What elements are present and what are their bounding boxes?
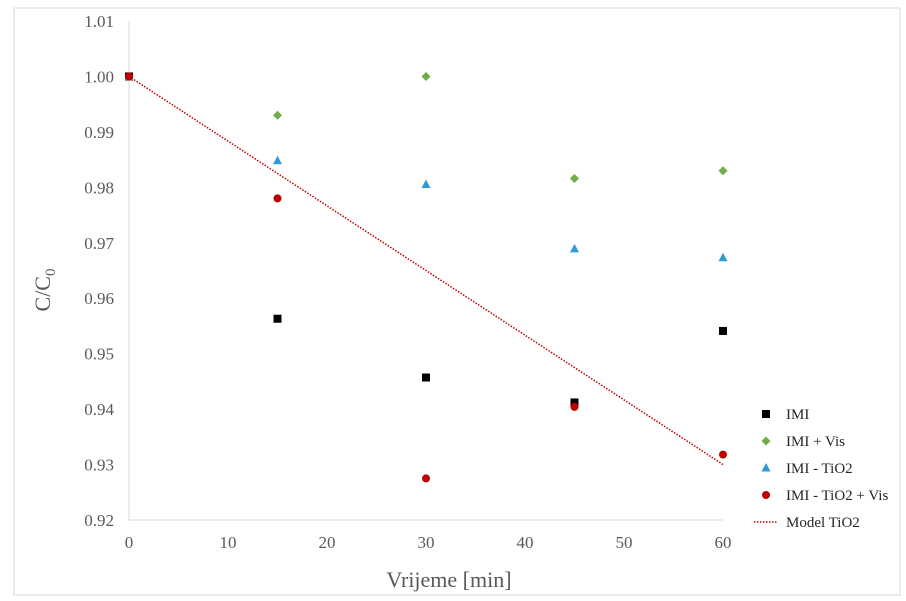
legend-swatch bbox=[761, 436, 771, 446]
point-imi bbox=[273, 314, 282, 323]
trendline-layer bbox=[128, 75, 724, 466]
legend-label: IMI - TiO2 bbox=[786, 461, 853, 477]
x-tick-label: 10 bbox=[220, 533, 237, 552]
axes bbox=[128, 21, 723, 521]
y-tick-label: 0.99 bbox=[84, 123, 114, 142]
x-tick-label: 40 bbox=[517, 533, 534, 552]
trendline-model-tio2 bbox=[128, 75, 724, 466]
x-tick-labels: 0 10 20 30 40 50 60 bbox=[125, 533, 732, 552]
y-tick-label: 1.00 bbox=[84, 67, 114, 86]
legend-label: IMI bbox=[786, 407, 809, 423]
y-tick-label: 0.93 bbox=[84, 456, 114, 475]
y-tick-label: 0.98 bbox=[84, 178, 114, 197]
legend-label: IMI - TiO2 + Vis bbox=[786, 488, 888, 504]
point-imi-vis bbox=[718, 166, 728, 176]
y-tick-label: 0.92 bbox=[84, 511, 114, 530]
y-tick-labels: 0.92 0.93 0.94 0.95 0.96 0.97 0.98 0.99 1.00 1.01 bbox=[84, 12, 114, 530]
point-imi bbox=[719, 326, 727, 335]
x-axis-title: Vrijeme [min] bbox=[386, 567, 511, 592]
y-tick-label: 0.97 bbox=[84, 234, 114, 253]
point-imi-tio2-vis bbox=[719, 450, 727, 459]
point-imi-tio2 bbox=[570, 243, 579, 253]
point-imi bbox=[422, 373, 430, 382]
y-tick-label: 0.96 bbox=[84, 289, 114, 308]
point-imi bbox=[570, 398, 579, 407]
y-axis-title: C/C0 bbox=[30, 269, 59, 312]
point-imi-vis bbox=[570, 173, 579, 183]
legend-label: IMI + Vis bbox=[786, 434, 845, 450]
y-tick-label: 0.94 bbox=[84, 400, 114, 419]
y-axis-title-subscript: 0 bbox=[43, 269, 59, 277]
chart-border bbox=[13, 7, 901, 596]
y-axis-title-main: C/C bbox=[30, 276, 55, 311]
point-imi-tio2-vis bbox=[273, 194, 282, 203]
legend-swatch bbox=[762, 410, 770, 418]
x-tick-label: 60 bbox=[715, 533, 732, 552]
point-imi-vis bbox=[421, 71, 431, 81]
point-imi-tio2-vis bbox=[422, 474, 430, 483]
x-tick-label: 50 bbox=[616, 533, 633, 552]
point-imi-tio2 bbox=[421, 179, 431, 189]
x-tick-label: 20 bbox=[319, 533, 336, 552]
x-tick-label: 30 bbox=[418, 533, 435, 552]
legend: IMI IMI + Vis IMI - TiO2 IMI - TiO2 + Vis Mo… bbox=[754, 407, 888, 531]
point-imi-tio2 bbox=[273, 155, 282, 165]
legend-swatch bbox=[761, 463, 771, 472]
point-imi-vis bbox=[273, 110, 282, 120]
legend-label: Model TiO2 bbox=[786, 515, 860, 531]
data-points bbox=[124, 71, 728, 483]
x-tick-label: 0 bbox=[125, 533, 134, 552]
y-tick-label: 0.95 bbox=[84, 345, 114, 364]
legend-swatch bbox=[762, 491, 770, 499]
point-imi-tio2 bbox=[718, 252, 728, 262]
point-imi-tio2-vis bbox=[570, 402, 579, 411]
point-imi-tio2-vis bbox=[125, 72, 133, 81]
y-tick-label: 1.01 bbox=[84, 12, 114, 31]
